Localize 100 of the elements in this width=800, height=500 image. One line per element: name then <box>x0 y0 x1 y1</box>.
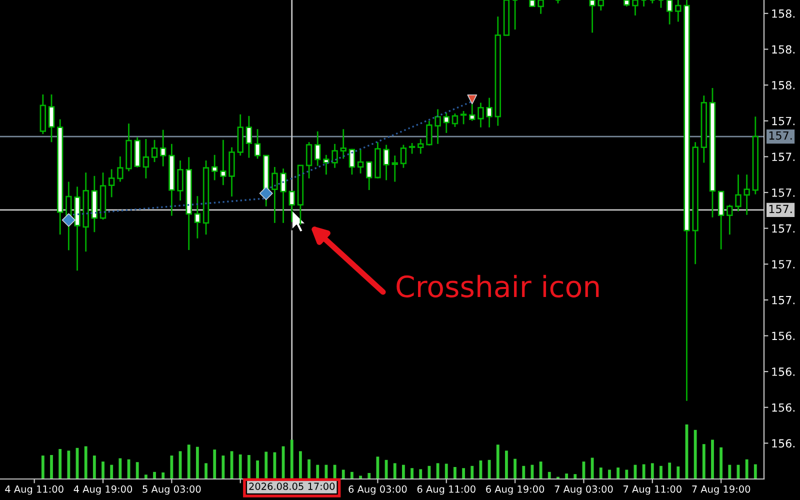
bar <box>574 474 577 479</box>
bar <box>514 458 517 479</box>
candlestick <box>366 161 372 191</box>
bar <box>144 474 148 479</box>
bar <box>454 467 456 479</box>
y-tick-label: 158. <box>772 45 794 54</box>
bar <box>308 459 310 479</box>
candlestick <box>194 195 201 240</box>
candlestick <box>434 108 441 145</box>
x-tick-label: 7 Aug 19:00 <box>692 485 750 495</box>
candlestick <box>212 154 218 181</box>
candlestick <box>718 190 724 250</box>
y-tick-label: 156. <box>772 368 794 376</box>
candlestick <box>332 143 338 169</box>
candlestick <box>443 112 450 134</box>
y-tick-label: 158. <box>772 81 794 90</box>
candlestick <box>744 174 750 216</box>
bar <box>342 470 345 479</box>
candlestick <box>640 0 647 8</box>
bar <box>728 464 732 479</box>
bar <box>436 463 440 479</box>
bar <box>324 464 328 479</box>
bar <box>316 464 320 479</box>
bar <box>187 444 190 479</box>
x-tick-label: 5 Aug 03:00 <box>142 485 201 495</box>
candlestick <box>246 115 252 158</box>
candlestick <box>469 104 476 122</box>
bar <box>196 446 199 479</box>
x-tick-label: 4 Aug 11:00 <box>5 485 64 495</box>
y-tick-label: 158. <box>772 9 794 18</box>
candlestick <box>357 148 364 174</box>
bar <box>213 450 216 479</box>
bar <box>153 472 156 479</box>
bar <box>376 456 380 479</box>
candlestick <box>418 138 424 154</box>
candlestick <box>478 102 484 128</box>
candlestick <box>649 0 656 4</box>
bar <box>102 462 104 479</box>
bar <box>67 450 70 479</box>
bar <box>204 463 208 479</box>
x-tick-label: 7 Aug 03:00 <box>554 485 613 495</box>
bar <box>350 472 354 479</box>
x-tick-label: 7 Aug 11:00 <box>624 485 682 495</box>
candlestick <box>589 0 596 34</box>
bar <box>660 466 662 479</box>
bar <box>264 452 268 479</box>
bar <box>393 463 396 479</box>
bar <box>488 460 491 479</box>
candlestick <box>666 0 673 26</box>
candlestick <box>254 128 261 160</box>
bar <box>642 464 646 479</box>
bar <box>625 470 628 479</box>
annotation: Crosshair icon <box>396 274 599 298</box>
bar <box>548 472 551 479</box>
candlestick <box>512 0 518 30</box>
x-tick-label: 4 Aug 19:00 <box>74 485 132 495</box>
ref-line-label: 2026.08.05 17:00 <box>249 482 335 490</box>
candlestick <box>306 141 312 180</box>
y-tick-label: 156. <box>772 403 794 412</box>
bar <box>539 462 542 479</box>
bar <box>58 449 62 479</box>
bar <box>41 456 44 479</box>
bar <box>136 462 139 479</box>
candlestick <box>383 144 390 181</box>
candlestick <box>392 154 398 182</box>
bar <box>668 462 672 479</box>
bar <box>92 456 96 479</box>
bar <box>702 444 706 479</box>
candlestick <box>117 156 124 182</box>
bar <box>419 469 422 479</box>
bar <box>650 463 654 479</box>
candlestick <box>48 94 55 143</box>
candlestick <box>151 139 158 163</box>
bar <box>256 460 259 479</box>
candlestick <box>323 154 330 176</box>
bar <box>247 455 250 479</box>
candlestick <box>228 146 235 198</box>
bar <box>496 444 500 479</box>
bar <box>565 474 568 479</box>
candlestick <box>735 174 742 212</box>
candlestick <box>408 142 416 154</box>
bar <box>505 450 508 479</box>
bar <box>745 459 748 479</box>
bar <box>238 454 242 479</box>
candlestick <box>142 138 150 180</box>
bar <box>599 468 602 479</box>
candlestick <box>220 139 226 186</box>
point <box>259 186 273 200</box>
bar <box>170 456 174 479</box>
bar <box>110 464 114 479</box>
bar <box>222 456 225 479</box>
x-tick-label: 6 Aug 19:00 <box>486 485 544 495</box>
bar <box>50 455 53 479</box>
candlestick <box>486 97 492 128</box>
bar <box>522 466 526 479</box>
bar <box>384 460 388 479</box>
candlestick <box>160 129 166 167</box>
candlestick <box>314 130 321 167</box>
candlestick <box>108 168 115 198</box>
bar <box>470 466 474 479</box>
